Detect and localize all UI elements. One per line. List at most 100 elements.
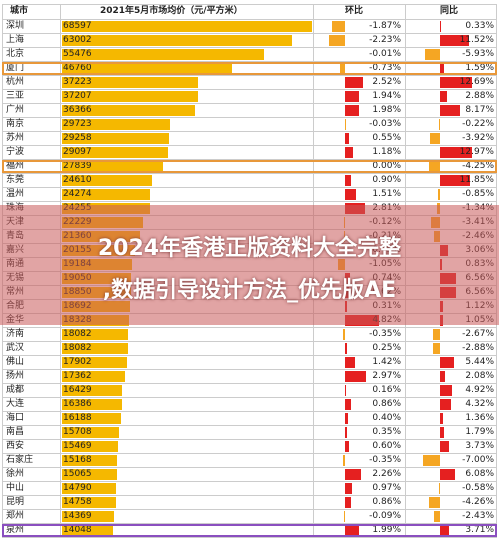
yoy-bar bbox=[440, 62, 444, 74]
yoy: -4.25% bbox=[462, 161, 494, 171]
mom: 0.55% bbox=[372, 133, 401, 143]
price: 24610 bbox=[63, 175, 92, 185]
yoy-bar bbox=[437, 188, 440, 200]
yoy-bar bbox=[433, 510, 440, 522]
yoy-bar bbox=[438, 482, 440, 494]
yoy-bar bbox=[440, 20, 441, 32]
row-line bbox=[2, 89, 497, 90]
overlay-text: 2024年香港正版资料大全完整 bbox=[97, 236, 402, 261]
mom-bar bbox=[329, 34, 345, 46]
price-bar bbox=[62, 104, 195, 116]
yoy: 12.97% bbox=[459, 147, 494, 157]
row-line bbox=[2, 341, 497, 342]
mom-bar bbox=[345, 146, 354, 158]
city: 海口 bbox=[6, 413, 25, 423]
price-bar bbox=[62, 160, 164, 172]
price-bar bbox=[62, 328, 128, 340]
mom-bar bbox=[345, 384, 347, 396]
price: 16386 bbox=[63, 399, 92, 409]
mom: 1.98% bbox=[372, 105, 401, 115]
city: 杭州 bbox=[6, 77, 25, 87]
city: 佛山 bbox=[6, 357, 25, 367]
row-line bbox=[2, 467, 497, 468]
yoy: -3.92% bbox=[462, 133, 494, 143]
mom-bar bbox=[345, 482, 352, 494]
city: 南京 bbox=[6, 119, 25, 129]
mom: -0.35% bbox=[369, 329, 401, 339]
city: 郑州 bbox=[6, 511, 25, 521]
yoy-bar bbox=[440, 356, 454, 368]
yoy: -2.67% bbox=[462, 329, 494, 339]
row-line bbox=[2, 495, 497, 496]
row-highlight bbox=[2, 61, 497, 75]
city: 南昌 bbox=[6, 427, 25, 437]
mom: 0.60% bbox=[372, 441, 401, 451]
mom: -2.23% bbox=[369, 35, 401, 45]
yoy: 3.71% bbox=[465, 525, 494, 535]
price: 18082 bbox=[63, 343, 92, 353]
price: 29097 bbox=[63, 147, 92, 157]
mom-bar bbox=[345, 188, 356, 200]
city: 深圳 bbox=[6, 21, 25, 31]
mom: -0.09% bbox=[369, 511, 401, 521]
yoy: -0.22% bbox=[462, 119, 494, 129]
price-bar bbox=[62, 48, 265, 60]
row-line bbox=[2, 383, 497, 384]
yoy: 0.33% bbox=[465, 21, 494, 31]
price-bar bbox=[62, 188, 151, 200]
yoy: 2.08% bbox=[465, 371, 494, 381]
yoy: -2.43% bbox=[462, 511, 494, 521]
yoy-bar bbox=[440, 90, 448, 102]
price: 15168 bbox=[63, 455, 92, 465]
mom-bar bbox=[342, 328, 345, 340]
yoy: 4.32% bbox=[465, 399, 494, 409]
yoy: 1.59% bbox=[465, 63, 494, 73]
mom: 0.16% bbox=[372, 385, 401, 395]
price-bar bbox=[62, 440, 119, 452]
row-line bbox=[2, 411, 497, 412]
yoy: -0.58% bbox=[462, 483, 494, 493]
row-line bbox=[2, 103, 497, 104]
yoy: 3.73% bbox=[465, 441, 494, 451]
row-line bbox=[2, 131, 497, 132]
row-line bbox=[2, 355, 497, 356]
price-bar bbox=[62, 118, 171, 130]
city: 福州 bbox=[6, 161, 25, 171]
price: 29723 bbox=[63, 119, 92, 129]
city: 昆明 bbox=[6, 497, 25, 507]
header-price: 2021年5月市场均价（元/平方米） bbox=[100, 6, 243, 16]
price: 15469 bbox=[63, 441, 92, 451]
price: 36366 bbox=[63, 105, 92, 115]
yoy: 11.85% bbox=[459, 175, 494, 185]
mom-bar bbox=[331, 20, 345, 32]
price: 24274 bbox=[63, 189, 92, 199]
row-line bbox=[2, 187, 497, 188]
yoy-bar bbox=[440, 440, 450, 452]
price: 15708 bbox=[63, 427, 92, 437]
mom: 1.18% bbox=[372, 147, 401, 157]
mom: 0.35% bbox=[372, 427, 401, 437]
yoy: 12.69% bbox=[459, 77, 494, 87]
row-line bbox=[2, 327, 497, 328]
mom: 0.86% bbox=[372, 497, 401, 507]
city: 西安 bbox=[6, 441, 25, 451]
yoy: -7.00% bbox=[462, 455, 494, 465]
price-bar bbox=[62, 482, 116, 494]
city: 石家庄 bbox=[6, 455, 34, 465]
header-city: 城市 bbox=[10, 6, 29, 16]
mom-bar bbox=[339, 62, 345, 74]
price-bar bbox=[62, 146, 169, 158]
row-line bbox=[2, 369, 497, 370]
yoy: -5.93% bbox=[462, 49, 494, 59]
mom-bar bbox=[344, 510, 345, 522]
city: 东莞 bbox=[6, 175, 25, 185]
price: 27839 bbox=[63, 161, 92, 171]
price: 16188 bbox=[63, 413, 92, 423]
row-line bbox=[2, 173, 497, 174]
city: 三亚 bbox=[6, 91, 25, 101]
yoy-bar bbox=[432, 342, 440, 354]
price-bar bbox=[62, 510, 115, 522]
yoy: -0.85% bbox=[462, 189, 494, 199]
price-bar bbox=[62, 454, 118, 466]
row-line bbox=[2, 425, 497, 426]
